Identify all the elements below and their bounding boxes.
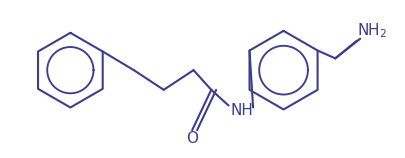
- Text: NH: NH: [230, 103, 253, 118]
- Text: O: O: [186, 131, 198, 146]
- Text: NH$_2$: NH$_2$: [356, 21, 386, 40]
